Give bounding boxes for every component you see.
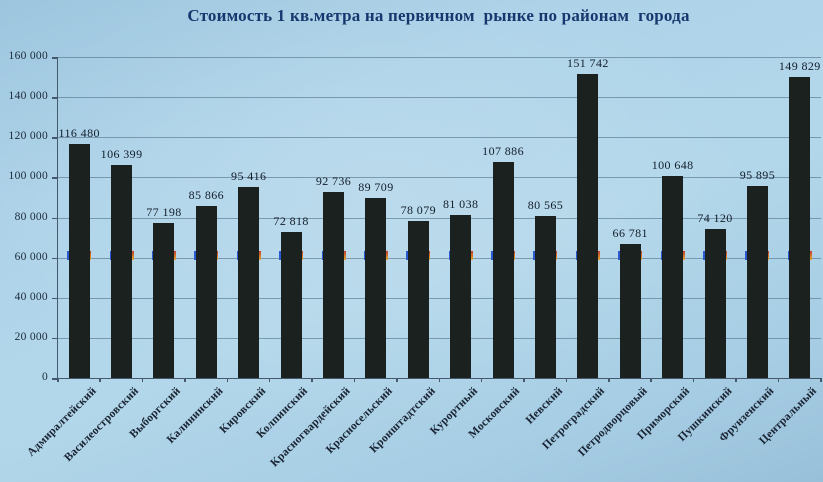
y-tick-label: 0	[41, 371, 48, 383]
gridline	[58, 97, 821, 99]
gridline	[58, 137, 821, 139]
x-axis-tick	[777, 378, 780, 382]
gridline	[58, 57, 821, 58]
bar-value-label: 85 866	[188, 187, 225, 202]
bar-value-label: 106 399	[100, 146, 143, 161]
x-axis-tick	[608, 378, 610, 382]
category-label: Невский	[523, 385, 565, 427]
bar-value-label: 95 895	[739, 167, 776, 182]
x-axis-tick	[692, 378, 695, 382]
y-axis-tick	[52, 177, 57, 179]
x-axis-tick	[99, 378, 101, 382]
bar	[704, 229, 726, 378]
bar	[111, 164, 133, 378]
bar	[492, 161, 514, 378]
bar-value-label: 78 079	[400, 203, 436, 218]
y-axis-tick	[52, 217, 57, 219]
x-axis-tick	[523, 378, 525, 382]
category-label: Адмиралтейский	[24, 385, 99, 459]
x-axis-tick	[650, 378, 652, 382]
bar	[195, 205, 217, 378]
category-label: Красногвардейский	[268, 385, 354, 470]
x-axis-tick	[184, 378, 186, 382]
gridline	[58, 177, 821, 179]
bar-value-label: 100 648	[651, 158, 694, 173]
x-axis-tick	[735, 378, 737, 382]
x-axis-tick	[353, 378, 356, 382]
bar	[789, 77, 811, 378]
bar	[68, 144, 90, 378]
gridline	[58, 337, 821, 339]
bar-value-label: 66 781	[612, 226, 648, 241]
y-axis-tick	[52, 137, 57, 139]
y-axis-tick	[52, 57, 57, 59]
x-axis-tick	[820, 378, 822, 382]
y-axis-tick	[52, 297, 57, 300]
category-label: Василеостровский	[62, 385, 142, 465]
bar	[746, 185, 768, 378]
bar-value-label: 80 565	[527, 198, 564, 213]
x-axis-tick	[268, 378, 271, 382]
x-axis-tick	[396, 378, 398, 382]
y-axis-tick	[52, 337, 57, 340]
x-axis-tick	[311, 378, 313, 382]
bar	[153, 223, 175, 378]
gridline	[58, 217, 821, 219]
y-tick-label: 40 000	[14, 290, 48, 303]
y-axis-tick	[52, 257, 57, 260]
bar-value-label: 74 120	[697, 211, 733, 226]
y-axis-tick	[52, 97, 57, 99]
y-tick-label: 160 000	[8, 50, 48, 62]
bar-value-label: 116 480	[58, 126, 100, 141]
y-tick-label: 120 000	[8, 130, 48, 143]
x-axis-tick	[565, 378, 568, 382]
bar-value-label: 95 416	[231, 168, 267, 183]
x-axis-tick	[480, 378, 483, 382]
y-tick-label: 20 000	[14, 330, 48, 343]
x-axis-tick	[438, 378, 440, 382]
y-tick-label: 140 000	[8, 90, 48, 103]
bar-value-label: 107 886	[482, 143, 524, 158]
chart-title: Стоимость 1 кв.метра на первичном рынке …	[187, 6, 690, 25]
bar	[577, 73, 599, 378]
bar-value-label: 149 829	[778, 59, 821, 74]
gridline	[58, 257, 821, 259]
bar	[323, 191, 345, 378]
bar-value-label: 151 742	[566, 55, 609, 70]
bar	[407, 221, 429, 378]
bar	[534, 216, 556, 378]
y-tick-label: 80 000	[14, 210, 48, 223]
bar-value-label: 77 198	[146, 205, 182, 220]
gridline	[58, 297, 821, 299]
x-axis-tick	[57, 378, 59, 382]
bar	[619, 244, 641, 378]
bar	[450, 215, 472, 378]
bar-value-label: 89 709	[358, 180, 394, 195]
bar	[365, 198, 387, 378]
plot-area: 116 480 106 399 77 198 85 866 95 416 72 818 92…	[57, 55, 821, 379]
y-tick-label: 60 000	[14, 250, 48, 263]
x-axis-tick	[141, 378, 144, 382]
bar	[662, 176, 684, 378]
y-tick-label: 100 000	[8, 170, 48, 183]
bar-value-label: 72 818	[273, 213, 309, 228]
bar-value-label: 81 038	[442, 197, 479, 212]
x-axis-tick	[226, 378, 229, 382]
bar	[238, 186, 260, 378]
bar-value-label: 92 736	[315, 173, 352, 188]
y-axis-tick	[52, 378, 57, 380]
bar	[280, 231, 302, 378]
